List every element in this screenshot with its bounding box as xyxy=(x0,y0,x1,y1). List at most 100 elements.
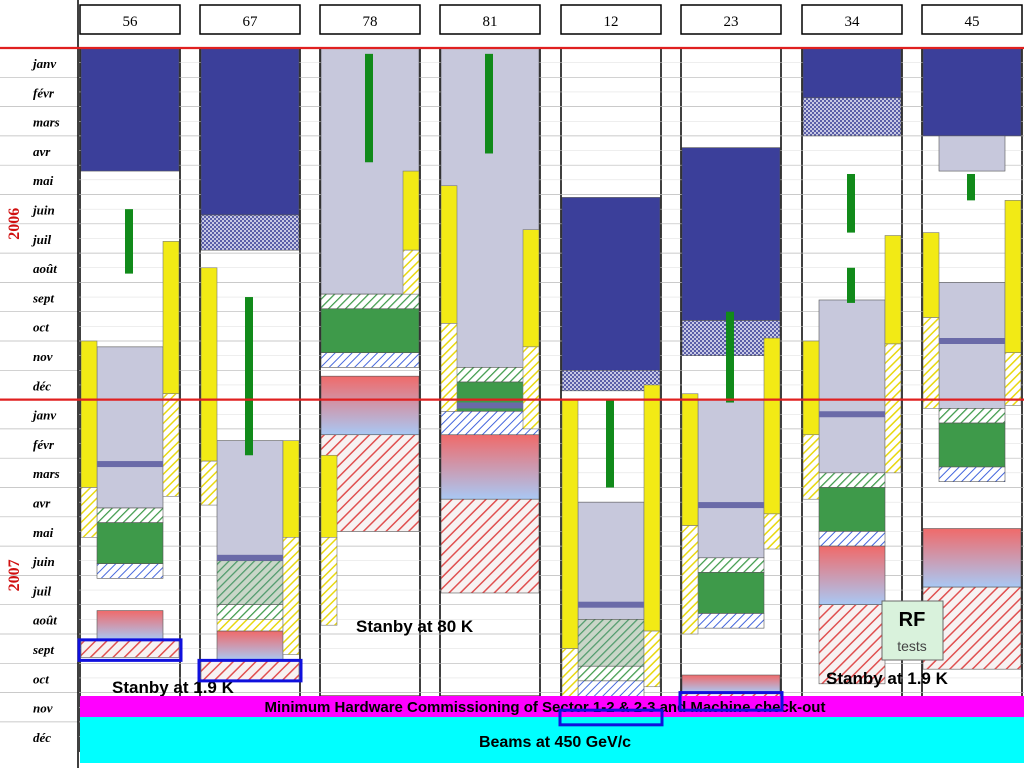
task-bar-45-ramp-94 xyxy=(922,528,1022,588)
rf-subtitle: tests xyxy=(897,638,927,654)
task-bar-12-yellow-56 xyxy=(561,399,579,649)
task-bar-81-bar_green-48 xyxy=(485,53,493,154)
month-label-4: mai xyxy=(33,173,54,188)
sector-header-box-12 xyxy=(560,4,662,35)
task-bar-45-hatch_yellow-99 xyxy=(1004,352,1022,406)
task-bar-56-hatch_blue-4 xyxy=(96,563,164,579)
task-bar-81-yellow-44 xyxy=(440,185,458,324)
month-label-2: mars xyxy=(33,115,60,130)
band-beams-450-label: Beams at 450 GeV/c xyxy=(479,734,631,751)
month-label-21: oct xyxy=(33,671,49,686)
sector-header-23: 23 xyxy=(724,14,739,30)
task-bar-12-navy-49 xyxy=(561,197,661,371)
month-label-11: déc xyxy=(33,378,51,393)
month-label-5: juin xyxy=(31,203,55,218)
band-beams-450 xyxy=(80,717,1024,763)
rf-tests-box xyxy=(881,600,944,661)
task-bar-56-hatch_yellow-10 xyxy=(162,393,180,497)
task-bar-12-hatch_teal-52 xyxy=(577,619,645,667)
task-bar-56-bar_green-11 xyxy=(125,209,133,274)
task-bar-56-navy-0 xyxy=(80,47,180,172)
task-bar-23-ramp-67 xyxy=(681,674,781,693)
month-label-10: nov xyxy=(33,349,53,364)
task-bar-67-hatch_green-16 xyxy=(216,604,284,620)
sector-header-56: 56 xyxy=(123,14,139,30)
year-label-2007: 2007 xyxy=(6,559,23,591)
annotation-stanby-80k: Stanby at 80 K xyxy=(356,617,474,636)
annotation-stanby-1.9k-56: Stanby at 1.9 K xyxy=(112,678,235,697)
task-bar-34-bar_green-87 xyxy=(847,267,855,303)
task-bar-78-hatch_yellow-33 xyxy=(320,537,338,626)
month-label-22: nov xyxy=(33,701,53,716)
task-bar-34-yellow-82 xyxy=(802,340,820,436)
task-bar-67-hatch_teal-15 xyxy=(216,560,284,606)
month-label-16: mai xyxy=(33,525,54,540)
blue-frame-56-0 xyxy=(77,638,183,662)
task-bar-23-yellow-71 xyxy=(763,337,781,515)
task-bar-23-hatch_green-64 xyxy=(697,557,765,573)
task-bar-23-hatch_yellow-70 xyxy=(681,525,699,635)
task-bar-56-yellow-9 xyxy=(162,241,180,395)
month-label-15: avr xyxy=(33,496,51,511)
annotation-stanby-1.9k-45: Stanby at 1.9 K xyxy=(826,669,949,688)
task-bar-56-hatch_red-6 xyxy=(80,639,180,658)
month-label-14: mars xyxy=(33,466,60,481)
task-bar-67-hatch_yellow-21 xyxy=(200,460,218,506)
sector-header-45: 45 xyxy=(965,14,980,30)
task-bar-78-yellow-34 xyxy=(402,170,420,251)
task-bar-34-hatch_red-81 xyxy=(818,604,886,685)
task-bar-81-hatch_yellow-47 xyxy=(522,346,540,430)
task-bar-45-lavender-90 xyxy=(938,282,1006,409)
sector-header-box-56 xyxy=(79,4,181,35)
task-bar-34-lavender-76 xyxy=(818,299,886,474)
task-bar-78-hatch_green-26 xyxy=(320,293,420,310)
task-bar-12-cross-50 xyxy=(561,369,661,392)
task-bar-34-yellow-84 xyxy=(884,235,902,345)
month-label-18: juil xyxy=(31,583,51,598)
sector-header-81: 81 xyxy=(483,14,498,30)
task-bar-23-navy-61 xyxy=(681,147,781,321)
task-bar-34-cross-75 xyxy=(802,97,902,137)
marker-45-6 xyxy=(939,338,1005,344)
task-bar-81-yellow-46 xyxy=(522,229,540,348)
sector-header-box-45 xyxy=(921,4,1023,35)
month-label-0: janv xyxy=(31,56,56,71)
month-label-13: févr xyxy=(33,437,55,452)
month-label-8: sept xyxy=(32,290,54,305)
blue-frame-67-1 xyxy=(197,658,303,683)
month-label-6: juil xyxy=(31,232,51,247)
task-bar-81-hatch_red-42 xyxy=(440,498,540,594)
sector-header-box-34 xyxy=(801,4,903,35)
task-bar-34-ramp-80 xyxy=(818,545,886,605)
task-bar-56-hatch_yellow-8 xyxy=(80,487,98,538)
task-bar-45-hatch_green-91 xyxy=(938,408,1006,424)
month-axis-column xyxy=(0,0,78,768)
sector-header-34: 34 xyxy=(845,14,861,30)
task-bar-34-bar_green-86 xyxy=(847,173,855,233)
task-bar-56-ramp-5 xyxy=(96,610,164,641)
task-bar-12-yellow-58 xyxy=(643,384,661,632)
task-bar-12-hatch_yellow-59 xyxy=(643,630,661,688)
month-label-19: août xyxy=(33,613,57,628)
task-bar-23-hatch_blue-66 xyxy=(697,613,765,629)
marker-12-3 xyxy=(578,601,644,608)
task-bar-67-hatch_yellow-23 xyxy=(282,537,300,655)
sector-header-box-78 xyxy=(319,4,421,35)
task-bar-34-navy-74 xyxy=(802,47,902,99)
task-bar-23-green-65 xyxy=(697,572,765,614)
sector-header-box-67 xyxy=(199,4,301,35)
sector-header-box-81 xyxy=(439,4,541,35)
task-bar-34-green-78 xyxy=(818,487,886,532)
month-label-12: janv xyxy=(31,408,56,423)
task-bar-67-yellow-22 xyxy=(282,440,300,538)
task-bar-67-navy-12 xyxy=(200,47,300,216)
sector-header-12: 12 xyxy=(604,14,619,30)
month-label-9: oct xyxy=(33,320,49,335)
task-bar-23-hatch_yellow-72 xyxy=(763,513,781,550)
task-bar-78-bar_green-36 xyxy=(365,53,373,163)
task-bar-67-ramp-18 xyxy=(216,630,284,661)
task-bar-81-hatch_yellow-45 xyxy=(440,323,458,412)
task-bar-34-hatch_yellow-85 xyxy=(884,343,902,474)
task-bar-67-hatch_yellow-17 xyxy=(216,619,284,632)
task-bar-67-bar_green-24 xyxy=(245,297,253,456)
